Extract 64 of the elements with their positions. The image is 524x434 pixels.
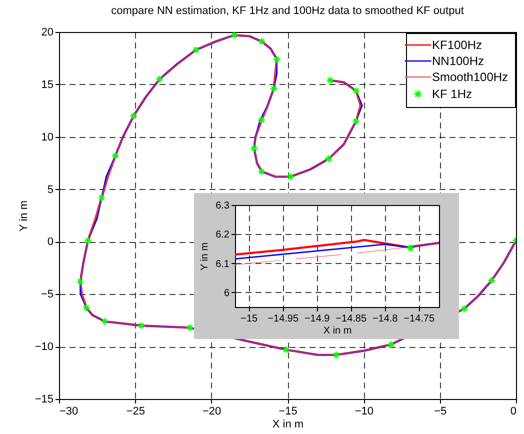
point <box>326 76 334 84</box>
x-tick-label: −30 <box>60 406 78 418</box>
legend-label: Smooth100Hz <box>432 70 508 84</box>
point <box>137 322 146 330</box>
point <box>387 340 396 348</box>
y-tick-label: 6 <box>224 288 230 299</box>
y-tick-label: −5 <box>40 288 54 301</box>
point <box>250 144 258 152</box>
y-axis-title: Y in m <box>18 200 30 232</box>
x-tick-label: −14.95 <box>268 314 299 324</box>
x-tick-label: −25 <box>126 406 146 418</box>
point <box>460 304 468 313</box>
x-tick-label: −10 <box>354 406 374 418</box>
y-tick-label: 10 <box>41 131 54 144</box>
point <box>84 236 92 245</box>
line-series <box>235 238 439 256</box>
point <box>100 317 109 326</box>
x-tick-label: −5 <box>434 406 447 418</box>
x-tick-label: −14.9 <box>304 314 330 324</box>
point <box>282 346 290 354</box>
point <box>352 86 360 95</box>
point <box>76 278 84 286</box>
y-tick-label: −15 <box>34 394 54 406</box>
point <box>156 75 164 84</box>
y-tick-label: 6.2 <box>216 230 230 241</box>
point <box>186 324 194 332</box>
point <box>352 117 360 126</box>
legend-label: NN100Hz <box>432 54 484 68</box>
point <box>258 37 266 46</box>
x-tick-label: 0 <box>510 406 516 418</box>
point <box>324 154 333 163</box>
y-tick-label: 15 <box>41 78 54 91</box>
y-tick-label: 5 <box>47 184 54 196</box>
point <box>286 172 294 181</box>
chart-title: compare NN estimation, KF 1Hz and 100Hz data to smoothed KF output <box>111 5 464 17</box>
point <box>488 276 496 284</box>
point <box>82 304 90 312</box>
point <box>130 112 138 120</box>
x-axis-title: X in m <box>272 418 304 430</box>
y-tick-label: −10 <box>34 341 54 354</box>
point <box>270 84 278 93</box>
point <box>111 152 120 160</box>
point <box>258 116 266 124</box>
point <box>98 194 106 202</box>
x-tick-label: −15 <box>278 406 298 418</box>
point <box>272 55 281 64</box>
y-axis-title: Y in m <box>200 242 211 271</box>
x-tick-label: −15 <box>240 314 258 324</box>
x-tick-label: −20 <box>202 406 222 418</box>
x-tick-label: −14.85 <box>336 314 367 324</box>
line-series <box>235 242 439 260</box>
y-tick-label: 6.3 <box>216 200 230 212</box>
point <box>258 168 266 176</box>
legend-label: KF100Hz <box>432 38 482 52</box>
point <box>230 32 238 40</box>
x-tick-label: −14.75 <box>404 314 435 324</box>
y-tick-label: 0 <box>47 236 54 248</box>
legend-label: KF 1Hz <box>432 87 472 101</box>
point <box>332 351 340 359</box>
x-axis-title: X in m <box>323 326 352 336</box>
y-tick-label: 6.1 <box>216 258 230 270</box>
x-tick-label: −14.8 <box>372 314 398 324</box>
y-tick-label: 20 <box>41 26 54 38</box>
point <box>192 46 200 54</box>
